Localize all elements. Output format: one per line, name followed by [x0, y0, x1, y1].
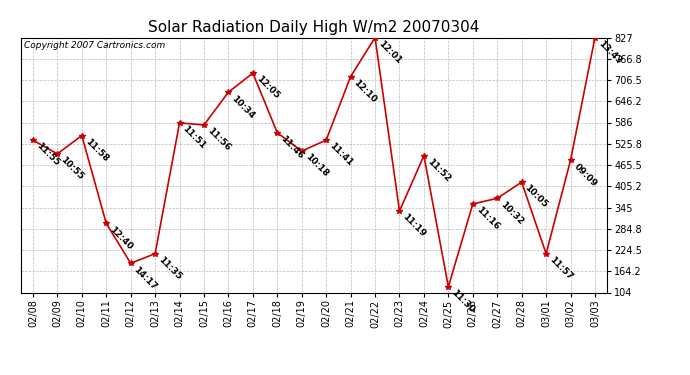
- Text: 11:30: 11:30: [450, 288, 476, 315]
- Text: 09:09: 09:09: [572, 162, 598, 188]
- Text: 11:41: 11:41: [328, 141, 354, 168]
- Text: 11:46: 11:46: [279, 134, 306, 161]
- Text: 11:16: 11:16: [474, 206, 501, 232]
- Text: 14:17: 14:17: [132, 265, 159, 291]
- Text: 11:52: 11:52: [425, 157, 452, 184]
- Text: 12:05: 12:05: [254, 75, 281, 101]
- Text: 10:05: 10:05: [523, 183, 549, 210]
- Text: 10:32: 10:32: [499, 200, 525, 226]
- Text: 12:40: 12:40: [108, 225, 135, 251]
- Text: 11:57: 11:57: [547, 255, 574, 282]
- Title: Solar Radiation Daily High W/m2 20070304: Solar Radiation Daily High W/m2 20070304: [148, 20, 480, 35]
- Text: Copyright 2007 Cartronics.com: Copyright 2007 Cartronics.com: [23, 41, 165, 50]
- Text: 12:10: 12:10: [352, 78, 379, 105]
- Text: 10:34: 10:34: [230, 93, 257, 120]
- Text: 10:55: 10:55: [59, 155, 86, 182]
- Text: 11:56: 11:56: [206, 126, 232, 153]
- Text: 11:19: 11:19: [401, 212, 428, 239]
- Text: 13:43: 13:43: [596, 39, 623, 66]
- Text: 12:01: 12:01: [377, 39, 403, 65]
- Text: 10:18: 10:18: [303, 153, 330, 179]
- Text: 11:55: 11:55: [34, 141, 61, 168]
- Text: 11:35: 11:35: [157, 255, 183, 282]
- Text: 11:58: 11:58: [83, 137, 110, 164]
- Text: 11:51: 11:51: [181, 124, 208, 151]
